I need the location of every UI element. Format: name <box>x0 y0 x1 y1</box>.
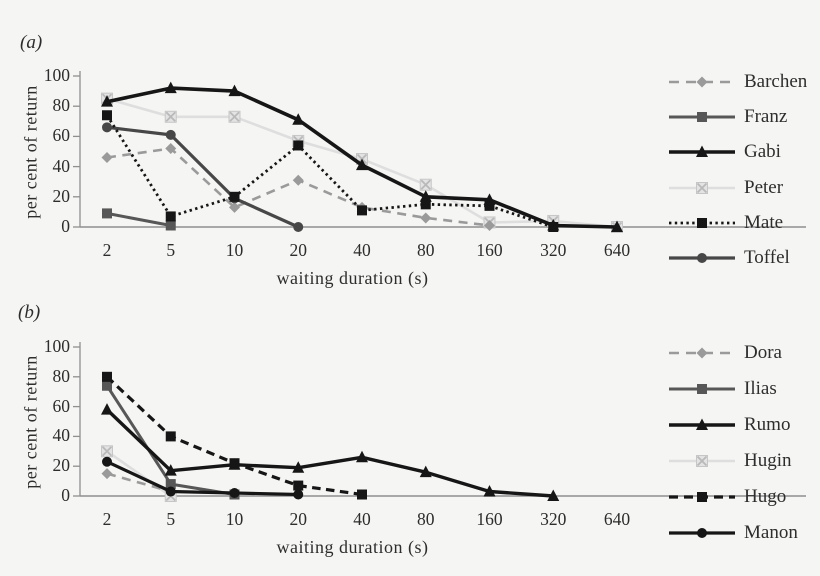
series-line <box>105 114 554 229</box>
x-tick-label: 640 <box>603 240 631 260</box>
series-line <box>105 408 554 498</box>
triangle-legend-marker-icon <box>669 418 735 430</box>
x-tick-label: 160 <box>476 240 503 260</box>
panel-axes <box>73 71 806 228</box>
legend-label: Toffel <box>744 247 790 268</box>
series-manon <box>102 456 304 500</box>
x-tick-label: 10 <box>225 240 244 260</box>
legend-item-toffel: Toffel <box>667 247 790 269</box>
x-tick-label: 20 <box>289 509 308 529</box>
x-tick-label: 5 <box>166 240 176 260</box>
legend-label: Peter <box>744 176 784 198</box>
legend-item-rumo: Rumo <box>667 414 790 436</box>
y-tick-label: 0 <box>61 485 70 505</box>
y-tick-label: 20 <box>52 185 71 206</box>
legend-item-hugin: Hugin <box>667 450 792 472</box>
legend-label: Manon <box>744 522 798 543</box>
series-gabi <box>101 81 623 232</box>
square-legend-marker-icon <box>669 384 735 394</box>
y-tick-label: 80 <box>52 365 71 386</box>
x-tick-label: 80 <box>417 509 435 529</box>
legend-item-mate: Mate <box>667 212 783 234</box>
x-tick-label: 10 <box>225 509 244 529</box>
legend-label: Mate <box>744 211 784 233</box>
series-franz <box>102 208 176 231</box>
legend-label: Gabi <box>744 141 781 163</box>
legend-item-hugo: Hugo <box>667 486 786 508</box>
legend-item-ilias: Ilias <box>667 378 777 400</box>
x-tick-label: 640 <box>603 509 631 529</box>
x-tick-label: 2 <box>102 240 112 260</box>
y-tick-label: 60 <box>52 395 71 416</box>
y-tick-label: 100 <box>43 336 70 356</box>
panel-b-x-axis-title: waiting duration (s) <box>276 537 429 557</box>
square-legend-marker-icon <box>669 492 735 502</box>
triangle-legend-marker-icon <box>669 145 735 158</box>
y-tick-label: 40 <box>52 425 71 446</box>
x-square-legend-marker-icon <box>669 455 735 467</box>
legend-label: Dora <box>744 342 782 363</box>
y-tick-label: 60 <box>52 125 71 146</box>
y-tick-label: 100 <box>43 65 70 85</box>
legend-label: Ilias <box>744 378 777 399</box>
legend-label: Hugo <box>744 486 787 507</box>
circle-legend-marker-icon <box>669 528 735 538</box>
x-tick-label: 320 <box>540 509 567 529</box>
legend-item-peter: Peter <box>667 177 783 199</box>
square-legend-marker-icon <box>669 112 735 123</box>
legend-item-barchen: Barchen <box>667 71 807 93</box>
circle-legend-marker-icon <box>669 253 735 263</box>
x-tick-label: 80 <box>417 240 435 260</box>
series-hugo <box>102 371 367 500</box>
x-tick-label: 40 <box>353 240 371 260</box>
panel-a-label: (a) <box>20 32 43 53</box>
legend-label: Franz <box>744 106 788 128</box>
series-barchen <box>101 142 495 231</box>
legend-item-franz: Franz <box>667 106 787 128</box>
x-tick-label: 2 <box>102 509 112 529</box>
legend-item-manon: Manon <box>667 522 798 544</box>
series-line <box>106 460 299 497</box>
legend-label: Hugin <box>744 450 792 471</box>
series-mate <box>102 110 559 232</box>
x-tick-label: 20 <box>289 240 308 260</box>
y-tick-label: 20 <box>52 455 71 476</box>
x-tick-label: 5 <box>166 509 176 529</box>
diamond-legend-marker-icon <box>669 76 735 88</box>
panel-a-x-axis-title: waiting duration (s) <box>276 268 429 288</box>
series-line <box>106 125 299 229</box>
legend-label: Barchen <box>744 71 808 92</box>
y-tick-label: 40 <box>52 155 71 176</box>
series-toffel <box>102 122 304 232</box>
y-tick-label: 80 <box>52 95 71 116</box>
series-line <box>106 472 172 493</box>
panel-b-label: (b) <box>18 302 41 323</box>
legend-label: Rumo <box>744 414 791 435</box>
y-tick-label: 0 <box>61 216 70 236</box>
legend-item-gabi: Gabi <box>667 141 781 163</box>
series-line <box>106 211 172 227</box>
x-tick-label: 160 <box>476 509 503 529</box>
x-tick-label: 320 <box>540 240 567 260</box>
series-line <box>106 450 172 498</box>
diamond-legend-marker-icon <box>669 347 735 359</box>
x-tick-label: 40 <box>353 509 371 529</box>
square-legend-marker-icon <box>669 217 735 228</box>
x-square-legend-marker-icon <box>669 181 735 194</box>
legend-item-dora: Dora <box>667 342 782 364</box>
